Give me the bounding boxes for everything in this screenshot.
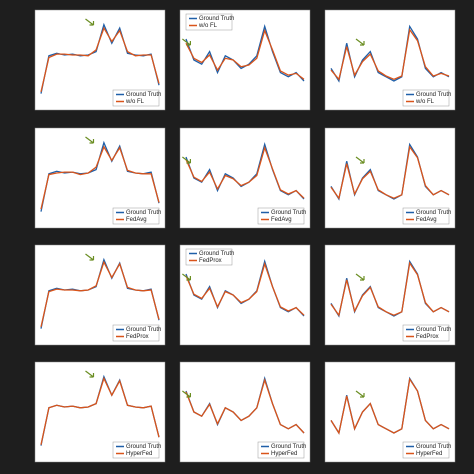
annotation-arrow (355, 38, 365, 46)
legend-label: Ground Truth (416, 327, 451, 333)
legend-box (185, 248, 233, 266)
legend-label: HyperFed (271, 451, 297, 457)
legend-box (112, 324, 160, 342)
legend-label: Ground Truth (126, 92, 161, 98)
legend-box (112, 207, 160, 225)
series-line (40, 26, 160, 93)
series-line (185, 261, 305, 316)
legend-label: Ground Truth (271, 444, 306, 450)
legend-box (402, 89, 450, 107)
annotation-arrow (182, 38, 191, 46)
legend-label: w/o FL (198, 23, 218, 29)
series-line (330, 377, 450, 435)
legend-label: FedProx (416, 334, 439, 340)
legend-label: FedProx (199, 258, 222, 264)
annotation-arrow (355, 390, 365, 398)
legend-label: Ground Truth (416, 92, 451, 98)
annotation-arrow (182, 156, 191, 164)
legend-label: HyperFed (126, 451, 152, 457)
series-line (40, 145, 160, 210)
annotation-arrow (182, 273, 191, 281)
annotation-arrow (85, 370, 95, 378)
legend-box (402, 324, 450, 342)
annotation-arrow (182, 390, 191, 398)
series-line (185, 28, 305, 80)
legend-label: w/o FL (415, 99, 435, 105)
legend-box (402, 441, 450, 459)
annotation-arrow (355, 156, 365, 164)
legend-label: Ground Truth (416, 210, 451, 216)
series-line (185, 145, 305, 199)
legend-box (402, 207, 450, 225)
legend-box (185, 13, 233, 31)
legend-label: Ground Truth (126, 327, 161, 333)
legend-label: FedAvg (271, 217, 292, 223)
legend-label: Ground Truth (199, 16, 234, 22)
legend-box (112, 441, 160, 459)
legend-label: Ground Truth (126, 210, 161, 216)
legend-label: HyperFed (416, 451, 442, 457)
legend-label: FedAvg (126, 217, 147, 223)
series-line (40, 376, 160, 445)
series-line (330, 28, 450, 81)
annotation-arrow (85, 253, 95, 261)
series-line (330, 145, 450, 200)
legend-label: FedAvg (416, 217, 437, 223)
series-line (330, 261, 450, 317)
legend-box (257, 441, 305, 459)
annotation-arrow (355, 273, 365, 281)
legend-label: FedProx (126, 334, 149, 340)
legend-label: Ground Truth (271, 210, 306, 216)
series-line (40, 260, 160, 328)
legend-label: Ground Truth (199, 251, 234, 257)
legend-box (257, 207, 305, 225)
legend-label: Ground Truth (416, 444, 451, 450)
legend-label: w/o FL (125, 99, 145, 105)
series-line (185, 377, 305, 434)
legend-box (112, 89, 160, 107)
legend-label: Ground Truth (126, 444, 161, 450)
annotation-arrow (85, 18, 95, 26)
annotation-arrow (85, 136, 95, 144)
